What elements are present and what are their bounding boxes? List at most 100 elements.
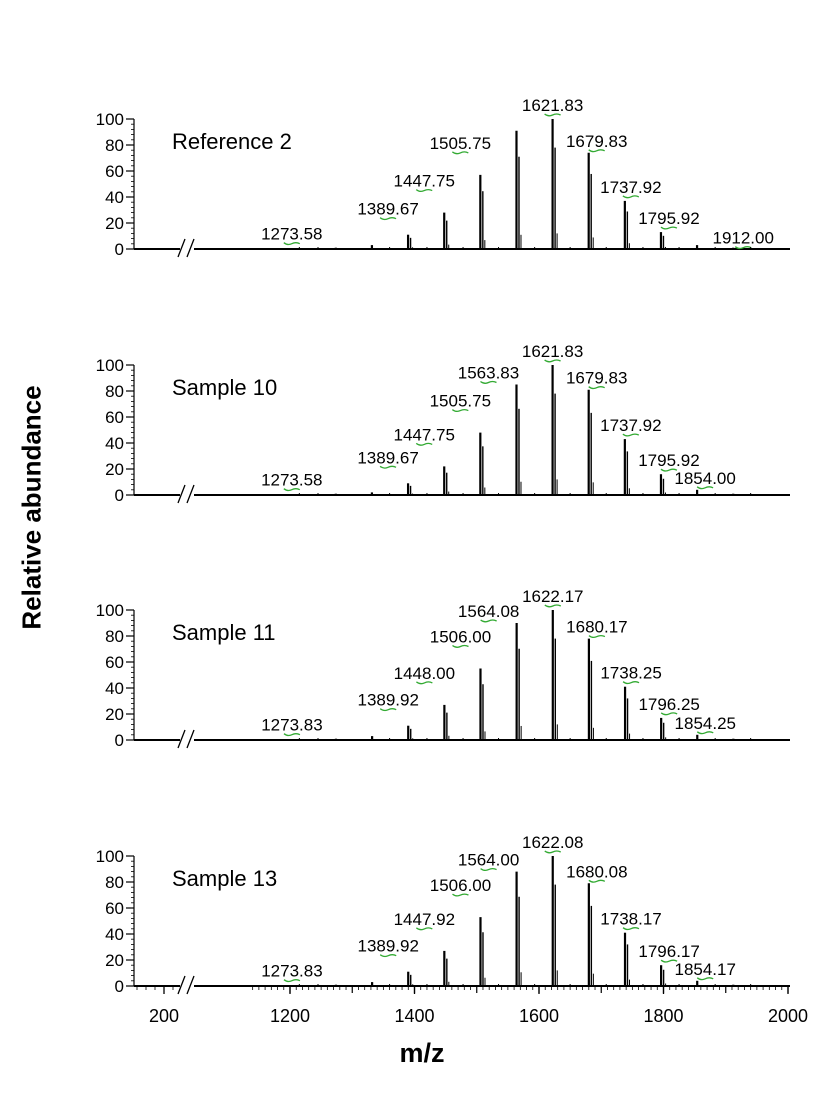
peak-label: 1389.92 [357, 937, 418, 956]
peak-label: 1622.17 [522, 587, 583, 606]
axis-break-mark [186, 975, 195, 995]
peak-label: 1273.83 [261, 716, 322, 735]
peak-label: 1738.25 [600, 664, 661, 683]
y-tick-label: 100 [96, 847, 124, 866]
peak-label-marker [622, 195, 640, 199]
peak-label: 1621.83 [522, 96, 583, 115]
peak-label: 1795.92 [638, 209, 699, 228]
peak-label: 1448.00 [394, 664, 455, 683]
peak-label: 1564.00 [458, 851, 519, 870]
spectrum-panel-2: 0 20 40 60 80 100 Sample 10 1273.58 1389.67 1447.… [96, 342, 790, 505]
panel-title: Sample 11 [172, 620, 276, 645]
y-tick-label: 100 [96, 110, 124, 129]
peak-label-marker [415, 681, 433, 685]
axis-break-mark [177, 484, 186, 504]
peak-label: 1505.75 [430, 392, 491, 411]
axis-break-mark [177, 729, 186, 749]
peak-label-marker [480, 867, 497, 872]
y-tick-label: 80 [105, 627, 124, 646]
peak-label: 1621.83 [522, 342, 583, 361]
peak-label: 1389.67 [357, 448, 418, 467]
y-tick-label: 20 [105, 214, 124, 233]
spectrum-panel-3: 0 20 40 60 80 100 Sample 11 1273.83 1389.92 1448.… [96, 587, 790, 750]
peak-label: 1679.83 [566, 369, 627, 388]
y-tick-label: 100 [96, 601, 124, 620]
y-axis-label: Relative abundance [16, 384, 47, 630]
panel-title: Sample 10 [172, 375, 277, 400]
peak-label: 1389.92 [357, 691, 418, 710]
peak-label-marker [452, 893, 469, 897]
peak-label: 1447.75 [393, 425, 454, 444]
y-tick-label: 80 [105, 136, 124, 155]
y-tick-label: 0 [115, 486, 124, 505]
peak-label-marker [660, 226, 678, 230]
axis-break-mark [186, 238, 195, 258]
peak-label-marker [415, 442, 433, 446]
peak-label: 1796.25 [638, 695, 699, 714]
peak-label-marker [588, 149, 605, 153]
peak-label: 1563.83 [458, 364, 519, 383]
peak-label: 1564.08 [458, 602, 519, 621]
panel-title: Sample 13 [172, 866, 277, 891]
axis-break-mark [186, 729, 195, 749]
peak-label: 1796.17 [638, 942, 699, 961]
peak-label: 1506.00 [430, 876, 491, 895]
peak-label-marker [480, 380, 497, 384]
peak-label-marker [415, 188, 433, 193]
peak-label-marker [379, 465, 397, 469]
peak-label: 1389.67 [357, 200, 418, 219]
axis-break-mark [177, 238, 186, 258]
x-axis: 200 1200 1400 1600 1800 2000 [136, 986, 808, 1026]
peak-label-marker [283, 488, 301, 492]
y-tick-label: 40 [105, 188, 124, 207]
y-tick-label: 80 [105, 382, 124, 401]
y-tick-label: 60 [105, 162, 124, 181]
peak-label-marker [544, 359, 561, 363]
peak-label-marker [379, 708, 397, 712]
peak-label: 1622.08 [522, 833, 583, 852]
peak-label-marker [622, 433, 640, 437]
peak-label: 1854.25 [675, 714, 736, 733]
peak-label: 1273.58 [261, 471, 322, 490]
y-tick-label: 60 [105, 408, 124, 427]
peak-label-marker [379, 954, 397, 958]
peak-label: 1854.00 [674, 469, 735, 488]
peak-label-marker [660, 959, 678, 963]
peak-label-marker [379, 217, 397, 221]
spectrum-panel-4: 0 20 40 60 80 100 Sample 13 1273.83 1389.92 1447.… [96, 833, 790, 996]
peak-label-marker [588, 634, 606, 639]
peak-label-marker [544, 113, 561, 117]
peak-label: 1447.92 [394, 910, 455, 929]
peak-label-marker [452, 644, 469, 648]
x-tick-label: 1400 [394, 1006, 434, 1026]
peak-label: 1795.92 [638, 451, 699, 470]
y-tick-label: 20 [105, 951, 124, 970]
peak-label-marker [696, 486, 714, 490]
x-tick-label: 1800 [643, 1006, 683, 1026]
peak-label-marker [622, 681, 640, 685]
peak-label: 1854.17 [674, 960, 735, 979]
panel-title: Reference 2 [172, 129, 292, 154]
y-tick-label: 100 [96, 356, 124, 375]
peak-label: 1679.83 [566, 132, 627, 151]
y-tick-label: 0 [115, 977, 124, 996]
peak-label-marker [451, 151, 469, 155]
peak-label: 1912.00 [712, 229, 773, 248]
peak-label: 1505.75 [430, 134, 491, 153]
y-tick-label: 20 [105, 705, 124, 724]
peak-label-marker [480, 619, 497, 623]
y-tick-label: 60 [105, 899, 124, 918]
peak-label-marker [588, 386, 605, 390]
peak-label-marker [415, 927, 433, 931]
peak-label: 1680.08 [566, 862, 627, 881]
y-tick-label: 40 [105, 679, 124, 698]
peak-label-marker [451, 408, 469, 413]
y-tick-label: 40 [105, 925, 124, 944]
peak-label-marker [544, 850, 562, 854]
axis-break-mark [186, 484, 195, 504]
peak-label-marker [544, 604, 562, 608]
y-tick-label: 60 [105, 653, 124, 672]
peak-label-marker [283, 733, 301, 737]
x-axis-label: m/z [399, 1038, 445, 1068]
